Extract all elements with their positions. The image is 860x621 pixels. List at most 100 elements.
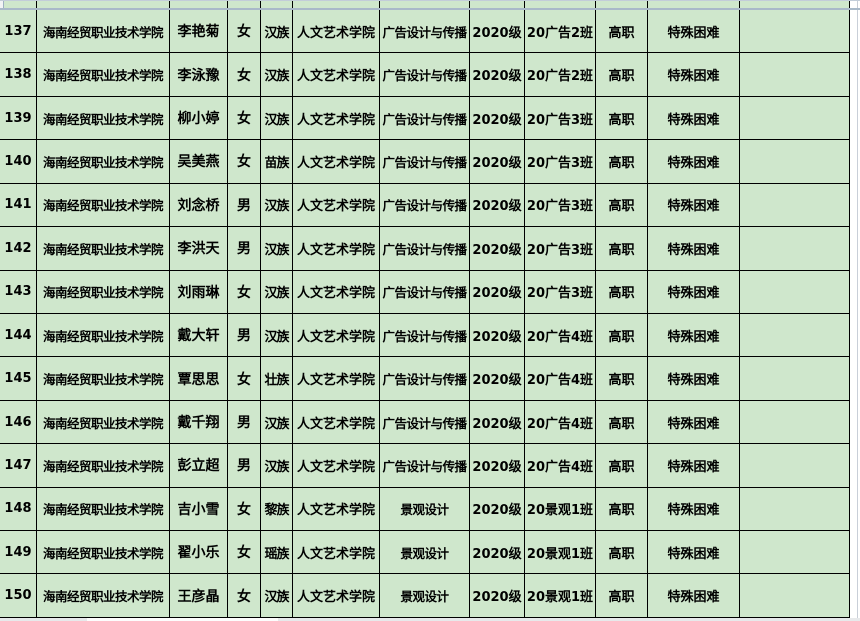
cell-education-level[interactable]: 高职 [596, 53, 648, 97]
cell-education-level[interactable]: 高职 [596, 227, 648, 271]
cell-difficulty-category[interactable]: 特殊困难 [648, 10, 740, 54]
cell-college[interactable]: 人文艺术学院 [293, 10, 380, 54]
cell-education-level[interactable]: 高职 [596, 140, 648, 184]
cell-college[interactable]: 人文艺术学院 [293, 183, 380, 228]
cell-empty[interactable] [740, 140, 850, 184]
cell-empty[interactable] [740, 313, 850, 358]
cell-college[interactable]: 人文艺术学院 [293, 96, 380, 141]
cell-ethnicity[interactable]: 汉族 [261, 10, 293, 54]
sliver-cell-major[interactable] [380, 0, 470, 8]
cell-college[interactable]: 人文艺术学院 [293, 400, 380, 445]
cell-empty[interactable] [740, 400, 850, 445]
cell-college[interactable]: 人文艺术学院 [293, 53, 380, 97]
cell-education-level[interactable]: 高职 [596, 10, 648, 54]
cell-student-name[interactable]: 吉小雪 [170, 487, 228, 532]
cell-gender[interactable]: 男 [228, 183, 261, 228]
cell-major[interactable]: 广告设计与传播 [380, 313, 470, 358]
cell-empty[interactable] [740, 574, 850, 618]
cell-grade[interactable]: 2020级 [470, 183, 525, 228]
cell-empty[interactable] [740, 357, 850, 401]
sliver-cell-gender[interactable] [228, 0, 261, 8]
cell-grade[interactable]: 2020级 [470, 574, 525, 618]
cell-school[interactable]: 海南经贸职业技术学院 [37, 487, 170, 532]
cell-college[interactable]: 人文艺术学院 [293, 444, 380, 488]
cell-grade[interactable]: 2020级 [470, 227, 525, 271]
cell-major[interactable]: 广告设计与传播 [380, 400, 470, 445]
cell-grade[interactable]: 2020级 [470, 140, 525, 184]
cell-grade[interactable]: 2020级 [470, 270, 525, 314]
cell-education-level[interactable]: 高职 [596, 574, 648, 618]
cell-student-name[interactable]: 戴大轩 [170, 313, 228, 358]
cell-grade[interactable]: 2020级 [470, 96, 525, 141]
cell-student-name[interactable]: 刘念桥 [170, 183, 228, 228]
cell-ethnicity[interactable]: 汉族 [261, 53, 293, 97]
cell-school[interactable]: 海南经贸职业技术学院 [37, 444, 170, 488]
cell-education-level[interactable]: 高职 [596, 444, 648, 488]
cell-college[interactable]: 人文艺术学院 [293, 227, 380, 271]
cell-ethnicity[interactable]: 汉族 [261, 227, 293, 271]
cell-difficulty-category[interactable]: 特殊困难 [648, 227, 740, 271]
cell-student-name[interactable]: 翟小乐 [170, 531, 228, 575]
cell-class[interactable]: 20广告4班 [525, 313, 596, 358]
cell-major[interactable]: 广告设计与传播 [380, 140, 470, 184]
cell-row-number[interactable]: 149 [0, 531, 37, 575]
cell-grade[interactable]: 2020级 [470, 313, 525, 358]
sliver-cell-student-name[interactable] [170, 0, 228, 8]
cell-ethnicity[interactable]: 汉族 [261, 444, 293, 488]
cell-gender[interactable]: 女 [228, 53, 261, 97]
cell-class[interactable]: 20广告3班 [525, 270, 596, 314]
cell-school[interactable]: 海南经贸职业技术学院 [37, 53, 170, 97]
cell-college[interactable]: 人文艺术学院 [293, 140, 380, 184]
cell-difficulty-category[interactable]: 特殊困难 [648, 357, 740, 401]
cell-difficulty-category[interactable]: 特殊困难 [648, 183, 740, 228]
cell-school[interactable]: 海南经贸职业技术学院 [37, 140, 170, 184]
cell-ethnicity[interactable]: 汉族 [261, 270, 293, 314]
cell-gender[interactable]: 女 [228, 574, 261, 618]
cell-education-level[interactable]: 高职 [596, 357, 648, 401]
cell-row-number[interactable]: 138 [0, 53, 37, 97]
cell-grade[interactable]: 2020级 [470, 10, 525, 54]
cell-difficulty-category[interactable]: 特殊困难 [648, 444, 740, 488]
cell-school[interactable]: 海南经贸职业技术学院 [37, 96, 170, 141]
cell-class[interactable]: 20广告2班 [525, 10, 596, 54]
cell-ethnicity[interactable]: 汉族 [261, 313, 293, 358]
cell-gender[interactable]: 男 [228, 313, 261, 358]
cell-education-level[interactable]: 高职 [596, 183, 648, 228]
cell-gender[interactable]: 男 [228, 444, 261, 488]
cell-grade[interactable]: 2020级 [470, 487, 525, 532]
cell-difficulty-category[interactable]: 特殊困难 [648, 313, 740, 358]
cell-education-level[interactable]: 高职 [596, 96, 648, 141]
cell-row-number[interactable]: 142 [0, 227, 37, 271]
cell-difficulty-category[interactable]: 特殊困难 [648, 574, 740, 618]
cell-class[interactable]: 20广告4班 [525, 357, 596, 401]
cell-school[interactable]: 海南经贸职业技术学院 [37, 227, 170, 271]
cell-major[interactable]: 广告设计与传播 [380, 10, 470, 54]
cell-education-level[interactable]: 高职 [596, 400, 648, 445]
cell-grade[interactable]: 2020级 [470, 531, 525, 575]
cell-student-name[interactable]: 刘雨琳 [170, 270, 228, 314]
cell-grade[interactable]: 2020级 [470, 53, 525, 97]
cell-school[interactable]: 海南经贸职业技术学院 [37, 10, 170, 54]
cell-ethnicity[interactable]: 苗族 [261, 140, 293, 184]
cell-school[interactable]: 海南经贸职业技术学院 [37, 357, 170, 401]
cell-empty[interactable] [740, 96, 850, 141]
cell-class[interactable]: 20广告3班 [525, 227, 596, 271]
cell-college[interactable]: 人文艺术学院 [293, 357, 380, 401]
cell-student-name[interactable]: 王彦晶 [170, 574, 228, 618]
cell-row-number[interactable]: 144 [0, 313, 37, 358]
cell-ethnicity[interactable]: 黎族 [261, 487, 293, 532]
cell-school[interactable]: 海南经贸职业技术学院 [37, 400, 170, 445]
cell-major[interactable]: 广告设计与传播 [380, 227, 470, 271]
cell-difficulty-category[interactable]: 特殊困难 [648, 270, 740, 314]
cell-school[interactable]: 海南经贸职业技术学院 [37, 270, 170, 314]
cell-row-number[interactable]: 140 [0, 140, 37, 184]
cell-ethnicity[interactable]: 壮族 [261, 357, 293, 401]
cell-ethnicity[interactable]: 汉族 [261, 574, 293, 618]
sliver-cell-grade[interactable] [470, 0, 525, 8]
cell-ethnicity[interactable]: 瑶族 [261, 531, 293, 575]
cell-empty[interactable] [740, 444, 850, 488]
cell-education-level[interactable]: 高职 [596, 487, 648, 532]
cell-class[interactable]: 20景观1班 [525, 531, 596, 575]
cell-gender[interactable]: 女 [228, 357, 261, 401]
cell-ethnicity[interactable]: 汉族 [261, 96, 293, 141]
